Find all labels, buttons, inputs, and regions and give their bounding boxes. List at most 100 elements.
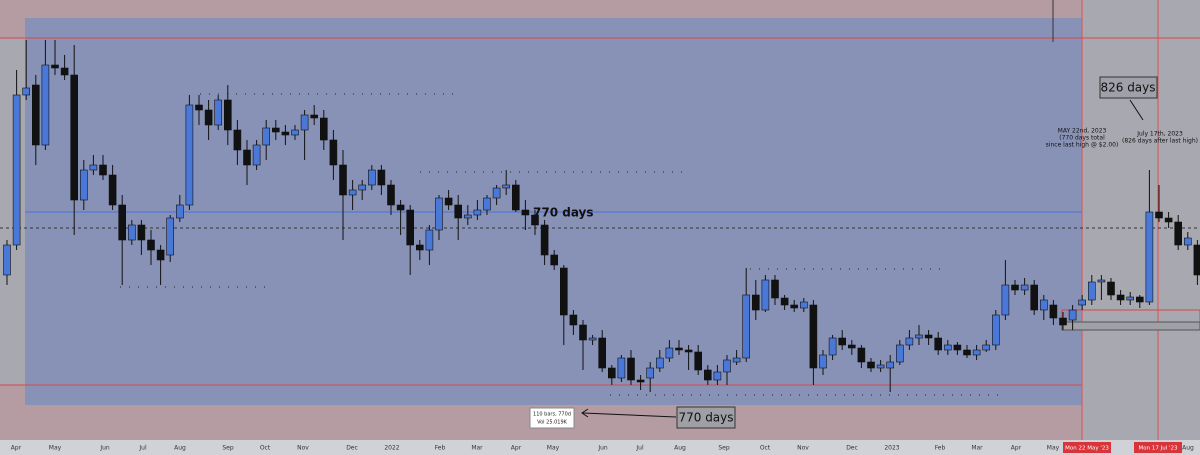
candle-body [224, 99, 232, 131]
candle-body [915, 334, 923, 339]
candle-body [262, 127, 271, 146]
candle-body [742, 294, 751, 359]
x-tick-label: Oct [760, 445, 771, 452]
candle-body [137, 224, 146, 241]
candle-body [51, 64, 59, 69]
candle-body [972, 349, 981, 356]
candle-body [1155, 211, 1163, 219]
candle-body [579, 324, 587, 341]
candle-body [214, 99, 222, 126]
candle-body [982, 344, 991, 351]
candle-body [1001, 284, 1010, 316]
candle-body [1107, 281, 1115, 296]
cursor-label: Mon 17 Jul '23 [1139, 446, 1178, 452]
x-tick-label: Dec [846, 445, 858, 452]
candle-body [60, 67, 69, 76]
candle-body [636, 379, 645, 383]
x-tick-label: Jun [99, 445, 110, 452]
candle-body [377, 169, 386, 186]
x-tick-label: Aug [174, 445, 186, 452]
candle-body [713, 371, 722, 381]
candle-body [281, 131, 290, 136]
candle-body [694, 351, 703, 371]
candle-body [1116, 294, 1125, 301]
candle-body [89, 164, 98, 171]
candle-body [454, 204, 463, 219]
candle-body [1011, 284, 1019, 291]
x-axis-bar [0, 440, 1200, 455]
candle-body [367, 169, 376, 186]
candle-body [233, 129, 242, 151]
candle-body [559, 267, 568, 316]
arrow-head [581, 408, 589, 418]
arrow [582, 412, 677, 418]
candle-body [655, 357, 664, 369]
candles [3, 40, 1200, 392]
note: (826 days after last high) [1122, 138, 1198, 145]
x-tick-label: Oct [260, 445, 271, 452]
label-box [676, 406, 736, 429]
x-tick-label: Apr [511, 445, 522, 452]
x-tick-label: 2023 [884, 445, 899, 452]
candle-body [156, 249, 165, 261]
candle-body [886, 361, 895, 369]
candle-body [588, 337, 597, 341]
candle-body [905, 337, 914, 346]
candle-body [1145, 211, 1154, 303]
annotation: 826 days [1100, 81, 1155, 95]
candle-body [415, 244, 424, 251]
x-tick-label: Jun [597, 445, 608, 452]
candle-body [1193, 244, 1200, 276]
candle-body [934, 337, 943, 351]
arrow [1129, 99, 1144, 121]
x-tick-label: Feb [935, 445, 946, 452]
candle-body [483, 197, 491, 211]
candle-body [70, 74, 78, 201]
zone-box [1061, 321, 1200, 331]
label-box [1099, 76, 1158, 99]
candle-body [502, 184, 511, 189]
candle-body [1174, 221, 1182, 246]
x-tick-label: Jul [138, 445, 147, 452]
x-tick-label: Sep [222, 445, 234, 452]
candle-body [627, 357, 635, 381]
candle-body [406, 209, 415, 246]
candle-body [511, 184, 520, 211]
candle-body [492, 187, 501, 199]
x-tick-label: Feb [435, 445, 446, 452]
candle-body [569, 314, 578, 326]
candle-body [22, 87, 31, 96]
candle-body [991, 314, 1000, 346]
candle-body [646, 367, 655, 379]
candle-body [252, 144, 261, 166]
candle-body [128, 224, 136, 241]
candle-body [1068, 309, 1077, 321]
candle-body [521, 209, 530, 216]
x-tick-label: May [49, 445, 62, 452]
candle-body [809, 304, 818, 369]
candle-body [675, 347, 683, 351]
candle-body [598, 337, 607, 369]
candle-body [358, 184, 367, 191]
candle-body [444, 197, 453, 206]
candle-body [780, 297, 789, 306]
candle-body [41, 64, 50, 146]
candle-body [185, 104, 194, 206]
candle-body [31, 84, 40, 146]
candle-body [607, 367, 616, 379]
x-tick-label: May [547, 445, 560, 452]
note: MAY 22nd, 2023 [1058, 128, 1107, 135]
x-axis: Apr May Jun Jul Aug Sep Oct Nov Dec 2022 Feb Mar Apr… [11, 442, 1194, 453]
candle-body [550, 254, 559, 266]
candle-body [617, 357, 626, 379]
x-tick-label: May [1047, 445, 1060, 452]
candle-body [339, 164, 347, 196]
candle-body [1020, 284, 1029, 291]
candle-body [1030, 284, 1038, 311]
x-tick-label: Aug [674, 445, 686, 452]
x-tick-label: Mar [471, 445, 483, 452]
candle-body [1126, 296, 1134, 301]
candle-body [1059, 317, 1067, 326]
candle-body [204, 109, 213, 126]
